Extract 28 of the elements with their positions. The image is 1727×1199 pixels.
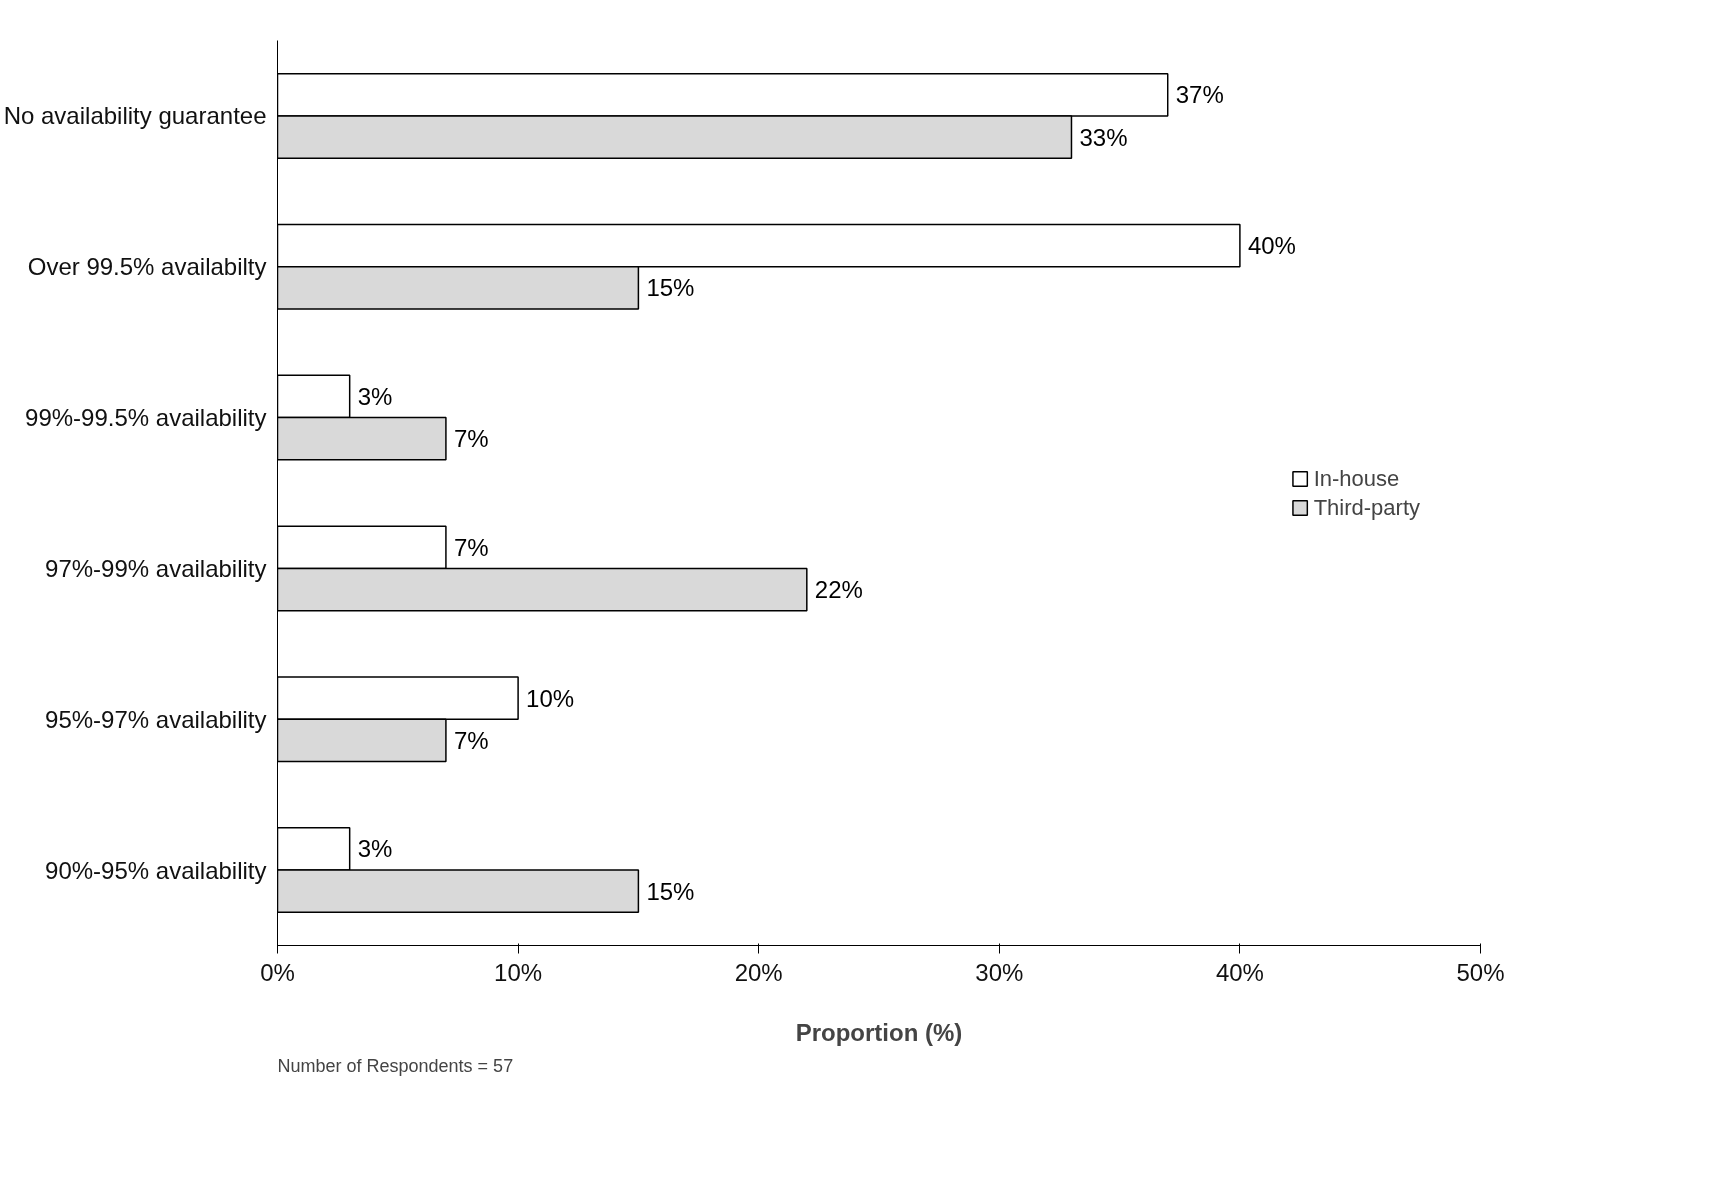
y-tick-label: 90%-95% availability	[45, 856, 267, 884]
x-tick-label: 20%	[734, 958, 783, 986]
data-label: 7%	[453, 726, 489, 754]
y-tick-label: 95%-97% availability	[45, 705, 267, 733]
y-tick-label: 97%-99% availability	[45, 554, 267, 582]
x-tick-label: 50%	[1456, 958, 1505, 986]
legend-label: In-house	[1313, 465, 1400, 491]
data-label: 10%	[526, 684, 575, 712]
data-label: 15%	[646, 877, 695, 905]
x-axis-title: Proportion (%)	[795, 1018, 963, 1046]
data-label: 7%	[453, 425, 489, 453]
data-label: 3%	[357, 835, 393, 863]
data-label: 33%	[1079, 123, 1128, 151]
y-tick-label: No availability guarantee	[3, 102, 267, 130]
data-label: 22%	[814, 576, 863, 604]
y-tick-label: Over 99.5% availabilty	[27, 253, 267, 281]
x-tick-label: 30%	[975, 958, 1024, 986]
data-label: 7%	[453, 533, 489, 561]
x-tick-label: 0%	[260, 958, 295, 986]
text: Number of Respondents = 57	[277, 1055, 514, 1076]
x-tick-label: 40%	[1215, 958, 1264, 986]
y-tick-label: 99%-99.5% availability	[25, 404, 267, 432]
data-label: 3%	[357, 382, 393, 410]
x-tick-label: 10%	[494, 958, 543, 986]
data-label: 37%	[1175, 81, 1224, 109]
data-label: 40%	[1247, 232, 1296, 260]
data-label: 15%	[646, 274, 695, 302]
legend-label: Third-party	[1313, 494, 1420, 520]
